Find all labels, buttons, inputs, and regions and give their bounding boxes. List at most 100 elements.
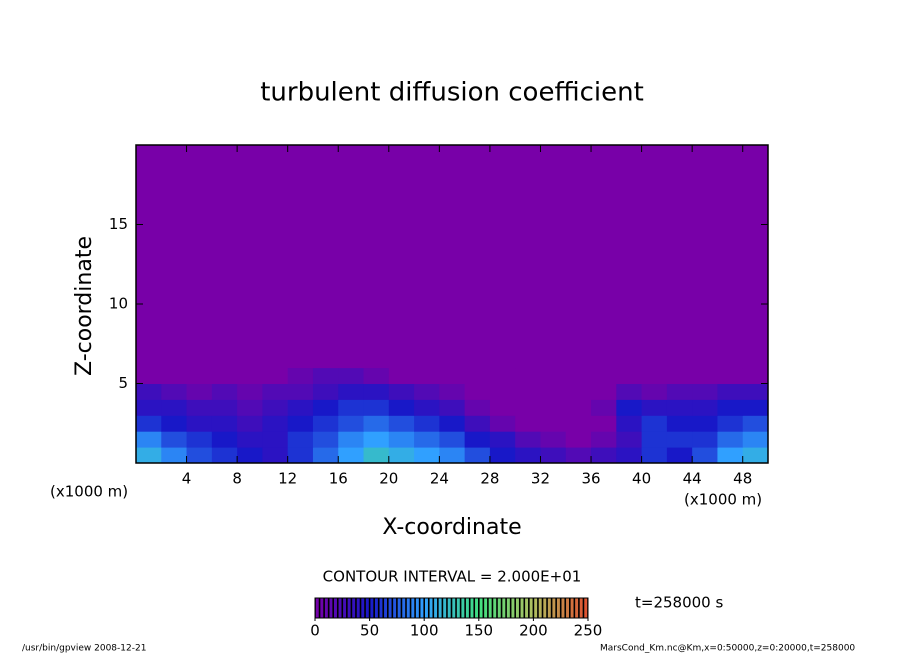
colorbar-swatch bbox=[529, 598, 533, 618]
colorbar-swatch bbox=[479, 598, 483, 618]
cell bbox=[717, 383, 744, 400]
colorbar-swatch bbox=[511, 598, 515, 618]
colorbar-swatch bbox=[402, 598, 406, 618]
colorbar-swatch bbox=[443, 598, 447, 618]
colorbar-swatch bbox=[343, 598, 347, 618]
cell bbox=[186, 447, 213, 464]
x-tick-label: 48 bbox=[733, 470, 752, 488]
cell bbox=[692, 367, 718, 384]
cell bbox=[464, 431, 491, 448]
cell bbox=[616, 399, 643, 416]
cell bbox=[211, 383, 238, 400]
cell bbox=[338, 367, 365, 384]
cell bbox=[515, 399, 541, 416]
cell bbox=[312, 431, 339, 448]
colorbar-swatch bbox=[538, 598, 542, 618]
cell bbox=[388, 431, 415, 448]
cell bbox=[692, 415, 718, 432]
y-tick-label: 15 bbox=[109, 215, 128, 233]
footer-right: MarsCond_Km.nc@Km,x=0:50000,z=0:20000,t=… bbox=[600, 644, 855, 654]
x-tick-label: 36 bbox=[581, 470, 600, 488]
cell bbox=[439, 415, 466, 432]
cell bbox=[489, 431, 516, 448]
cell bbox=[211, 447, 238, 464]
cell bbox=[262, 383, 289, 400]
cell bbox=[464, 383, 491, 400]
cell bbox=[312, 145, 339, 369]
colorbar-tick-label: 150 bbox=[464, 622, 493, 640]
time-label: t=258000 s bbox=[635, 594, 723, 612]
cell bbox=[717, 145, 744, 369]
cell bbox=[717, 431, 744, 448]
cell bbox=[186, 367, 213, 384]
cell bbox=[515, 367, 541, 384]
cell bbox=[363, 367, 390, 384]
x-unit: (x1000 m) bbox=[684, 491, 762, 509]
cell bbox=[414, 383, 440, 400]
cell bbox=[540, 447, 567, 464]
colorbar-swatch bbox=[547, 598, 551, 618]
colorbar-swatch bbox=[425, 598, 428, 618]
cell bbox=[616, 447, 643, 464]
cell bbox=[666, 431, 693, 448]
cell bbox=[742, 431, 769, 448]
colorbar-swatch bbox=[456, 598, 460, 618]
cell bbox=[287, 145, 314, 369]
cell bbox=[692, 431, 718, 448]
cell bbox=[692, 447, 718, 464]
cell bbox=[211, 399, 238, 416]
cell bbox=[742, 447, 769, 464]
cell bbox=[237, 447, 263, 464]
cell bbox=[363, 415, 390, 432]
cell bbox=[540, 383, 567, 400]
colorbar-swatch bbox=[438, 598, 442, 618]
cell bbox=[161, 145, 188, 369]
cell bbox=[666, 145, 693, 369]
cell bbox=[363, 447, 390, 464]
colorbar-tick-label: 200 bbox=[519, 622, 548, 640]
cell bbox=[161, 431, 188, 448]
x-tick-label: 12 bbox=[278, 470, 297, 488]
cell bbox=[565, 431, 592, 448]
cell bbox=[692, 383, 718, 400]
x-axis-label: X-coordinate bbox=[382, 515, 521, 540]
cell bbox=[287, 383, 314, 400]
cell bbox=[439, 447, 466, 464]
colorbar-swatch bbox=[338, 598, 342, 618]
colorbar-swatch bbox=[452, 598, 456, 618]
cell bbox=[287, 399, 314, 416]
colorbar-swatch bbox=[575, 598, 579, 618]
cell bbox=[161, 383, 188, 400]
colorbar-swatch bbox=[497, 598, 501, 618]
cell bbox=[338, 145, 365, 369]
cell bbox=[464, 145, 491, 369]
cell bbox=[742, 383, 769, 400]
cell bbox=[312, 415, 339, 432]
colorbar-swatch bbox=[579, 598, 583, 618]
cell bbox=[211, 415, 238, 432]
cell bbox=[414, 415, 440, 432]
cell bbox=[287, 447, 314, 464]
cell bbox=[464, 447, 491, 464]
colorbar-swatch bbox=[465, 598, 469, 618]
cell bbox=[641, 145, 668, 369]
colorbar-swatch bbox=[561, 598, 565, 618]
colorbar-swatch bbox=[406, 598, 410, 618]
cell bbox=[515, 431, 541, 448]
cell bbox=[641, 399, 668, 416]
cell bbox=[363, 383, 390, 400]
cell bbox=[692, 145, 718, 369]
cell bbox=[742, 415, 769, 432]
cell bbox=[388, 415, 415, 432]
chart-title: turbulent diffusion coefficient bbox=[260, 78, 644, 108]
cell bbox=[565, 367, 592, 384]
cell bbox=[312, 367, 339, 384]
x-tick-label: 4 bbox=[182, 470, 192, 488]
cell bbox=[489, 399, 516, 416]
cell bbox=[565, 145, 592, 369]
colorbar-swatch bbox=[543, 598, 547, 618]
colorbar-swatch bbox=[361, 598, 365, 618]
cell bbox=[565, 399, 592, 416]
x-tick-label: 20 bbox=[379, 470, 398, 488]
